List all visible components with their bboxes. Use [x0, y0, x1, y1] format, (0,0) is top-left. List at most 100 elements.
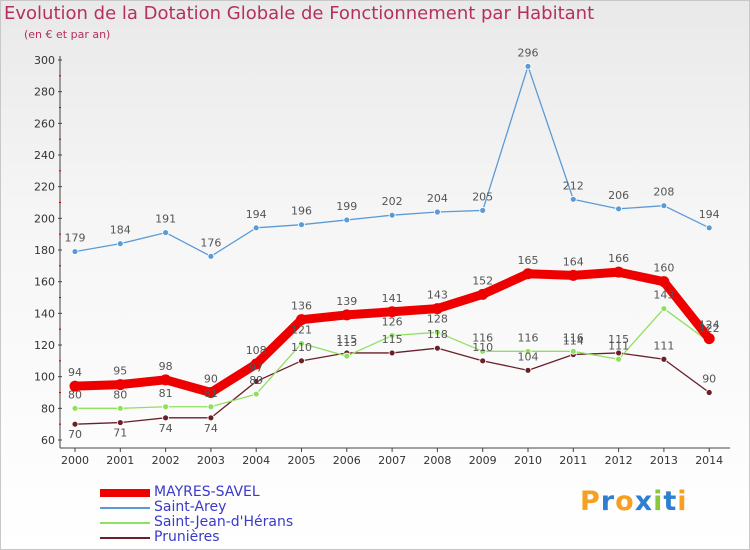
data-point [703, 333, 715, 345]
data-point [298, 221, 305, 229]
data-label: 143 [427, 289, 448, 302]
y-tick-label: 280 [34, 86, 55, 99]
data-point [524, 62, 532, 70]
data-point [343, 216, 351, 224]
chart-title: Evolution de la Dotation Globale de Fonc… [4, 3, 595, 24]
x-tick-label: 2003 [197, 454, 225, 467]
data-point [116, 419, 124, 426]
y-tick-label: 100 [34, 371, 55, 384]
legend-swatch [100, 522, 150, 524]
data-label: 110 [291, 341, 312, 354]
data-label: 124 [699, 319, 720, 332]
data-label: 95 [113, 365, 127, 378]
data-point [388, 332, 396, 339]
data-point [71, 420, 79, 428]
legend-swatch [100, 507, 150, 509]
data-point [567, 269, 579, 281]
data-point [524, 347, 532, 355]
logo-letter: o [615, 486, 635, 517]
data-point [71, 248, 79, 255]
data-point [433, 328, 441, 336]
data-label: 81 [204, 387, 218, 400]
data-label: 128 [427, 312, 448, 325]
data-label: 90 [204, 373, 218, 386]
data-label: 141 [382, 292, 403, 305]
x-tick-label: 2014 [695, 454, 723, 467]
data-label: 296 [518, 46, 539, 59]
legend-swatch [100, 537, 150, 539]
logo-letter: i [677, 486, 688, 517]
data-point [524, 366, 532, 374]
y-tick-label: 140 [34, 307, 55, 320]
data-point [522, 268, 534, 280]
data-label: 98 [159, 360, 173, 373]
data-label: 139 [336, 295, 357, 308]
data-point [116, 404, 124, 412]
data-point [705, 389, 713, 396]
data-label: 115 [382, 333, 403, 346]
data-label: 166 [608, 252, 629, 265]
data-point [162, 229, 170, 236]
data-point [207, 403, 215, 411]
data-label: 115 [608, 333, 629, 346]
data-point [71, 404, 79, 412]
x-tick-label: 2006 [333, 454, 361, 467]
y-tick-label: 220 [34, 181, 55, 194]
data-label: 205 [472, 190, 493, 203]
data-point [569, 347, 577, 355]
data-point [431, 303, 443, 315]
data-point [660, 355, 668, 363]
data-label: 111 [653, 339, 674, 352]
data-point [298, 340, 305, 347]
data-label: 179 [65, 232, 86, 245]
y-tick-label: 80 [41, 402, 55, 415]
data-label: 194 [246, 208, 267, 221]
data-label: 116 [518, 331, 539, 344]
data-point [386, 306, 398, 318]
data-point [479, 347, 487, 355]
data-point [341, 309, 353, 321]
data-label: 89 [249, 374, 263, 387]
x-tick-label: 2009 [469, 454, 497, 467]
data-label: 115 [336, 333, 357, 346]
y-tick-label: 300 [34, 54, 55, 67]
data-label: 194 [699, 208, 720, 221]
data-label: 97 [249, 361, 263, 374]
data-label: 196 [291, 205, 312, 218]
data-point [296, 314, 307, 326]
data-point [615, 355, 622, 363]
legend-label: Prunières [154, 529, 220, 545]
y-tick-label: 160 [34, 276, 55, 289]
x-tick-label: 2008 [423, 454, 451, 467]
data-label: 70 [68, 428, 82, 441]
y-tick-label: 120 [34, 339, 55, 352]
x-tick-label: 2012 [605, 454, 633, 467]
legend-label: Saint-Arey [154, 499, 227, 515]
y-tick-label: 260 [34, 117, 55, 130]
x-tick-label: 2013 [650, 454, 678, 467]
data-point [388, 211, 396, 219]
y-tick-label: 240 [34, 149, 55, 162]
data-label: 176 [200, 236, 221, 249]
data-label: 212 [563, 179, 584, 192]
x-tick-label: 2010 [514, 454, 542, 467]
data-point [705, 224, 713, 232]
data-label: 152 [472, 274, 493, 287]
data-label: 104 [518, 350, 539, 363]
data-point [162, 414, 170, 422]
data-point [569, 195, 577, 203]
x-tick-label: 2007 [378, 454, 406, 467]
data-label: 81 [159, 387, 173, 400]
data-point [250, 358, 262, 370]
x-tick-label: 2005 [288, 454, 316, 467]
data-point [252, 378, 260, 385]
logo-letter: i [653, 486, 664, 517]
series-line-1 [74, 65, 710, 257]
data-label: 184 [110, 224, 131, 237]
data-label: 121 [291, 323, 312, 336]
data-point [613, 266, 625, 278]
data-point [116, 240, 124, 248]
data-label: 111 [608, 339, 629, 352]
data-point [205, 387, 217, 398]
